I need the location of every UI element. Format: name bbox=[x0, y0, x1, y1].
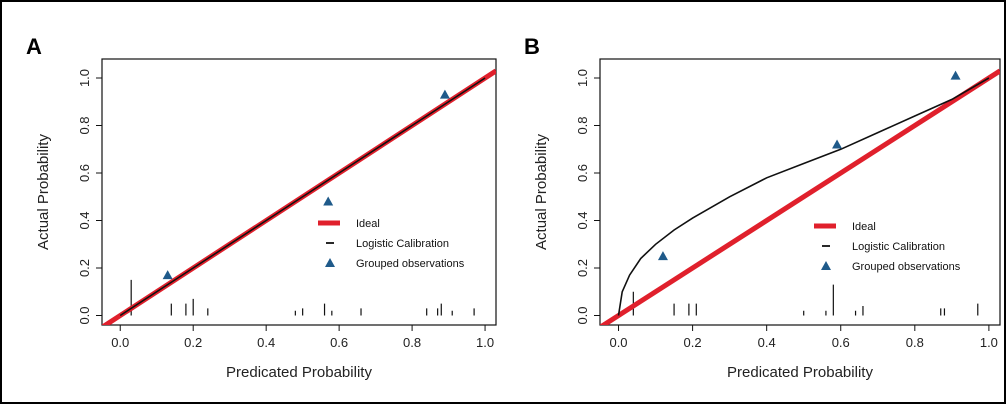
panel-a: A 0.0 0.2 0.4 0.6 0.8 1.0 0.0 0.2 0.4 0.6 0.8 1.0 Pr… bbox=[26, 34, 497, 381]
x-tick-label: 0.0 bbox=[111, 335, 129, 350]
x-tick-label: 0.2 bbox=[184, 335, 202, 350]
grouped-observation-point bbox=[657, 251, 668, 261]
logistic-calibration-line bbox=[617, 77, 990, 316]
y-tick-label: 0.6 bbox=[77, 164, 92, 182]
y-tick-label: 0.8 bbox=[77, 116, 92, 134]
y-tick-label: 1.0 bbox=[77, 69, 92, 87]
logistic-calibration-line bbox=[119, 77, 486, 317]
grouped-observation-point bbox=[950, 70, 961, 80]
panel-b: B 0.0 0.2 0.4 0.6 0.8 1.0 0.0 0.2 0.4 0.6 0.8 1.0 Pr… bbox=[524, 34, 1001, 381]
plot-area bbox=[101, 58, 497, 326]
plot-area bbox=[599, 58, 1001, 326]
x-tick-label: 1.0 bbox=[476, 335, 494, 350]
x-tick-label: 0.8 bbox=[403, 335, 421, 350]
ideal-line bbox=[600, 68, 1000, 325]
panel-b-letter: B bbox=[524, 34, 540, 59]
legend-observation-label: Grouped observations bbox=[852, 261, 961, 273]
y-tick-label: 0.8 bbox=[575, 116, 590, 134]
x-tick-label: 0.4 bbox=[758, 335, 776, 350]
y-axis-title: Actual Probability bbox=[533, 134, 550, 250]
y-tick-label: 0.2 bbox=[77, 259, 92, 277]
grouped-observation-point bbox=[162, 270, 173, 280]
y-axis-title: Actual Probability bbox=[35, 134, 52, 250]
x-axis-title: Predicated Probability bbox=[226, 364, 372, 381]
legend-logistic-label: Logistic Calibration bbox=[356, 238, 449, 250]
x-tick-label: 0.6 bbox=[832, 335, 850, 350]
y-tick-label: 1.0 bbox=[575, 69, 590, 87]
y-tick-label: 0.6 bbox=[575, 164, 590, 182]
y-tick-label: 0.4 bbox=[77, 211, 92, 229]
grouped-observation-point bbox=[323, 196, 334, 206]
y-tick-label: 0.4 bbox=[575, 211, 590, 229]
legend-ideal-label: Ideal bbox=[356, 218, 380, 230]
panel-a-letter: A bbox=[26, 34, 42, 59]
x-tick-label: 1.0 bbox=[980, 335, 998, 350]
y-tick-label: 0.0 bbox=[575, 306, 590, 324]
legend-logistic-label: Logistic Calibration bbox=[852, 241, 945, 253]
legend-observation-swatch bbox=[821, 261, 831, 270]
x-tick-label: 0.6 bbox=[330, 335, 348, 350]
y-tick-label: 0.2 bbox=[575, 259, 590, 277]
x-axis-title: Predicated Probability bbox=[727, 364, 873, 381]
x-tick-label: 0.0 bbox=[609, 335, 627, 350]
x-tick-label: 0.8 bbox=[906, 335, 924, 350]
legend-observation-label: Grouped observations bbox=[356, 258, 465, 270]
legend-ideal-label: Ideal bbox=[852, 221, 876, 233]
y-tick-label: 0.0 bbox=[77, 306, 92, 324]
x-tick-label: 0.4 bbox=[257, 335, 275, 350]
grouped-observation-point bbox=[832, 139, 843, 149]
x-tick-label: 0.2 bbox=[684, 335, 702, 350]
legend-observation-swatch bbox=[325, 258, 335, 267]
grouped-observation-point bbox=[439, 89, 450, 99]
